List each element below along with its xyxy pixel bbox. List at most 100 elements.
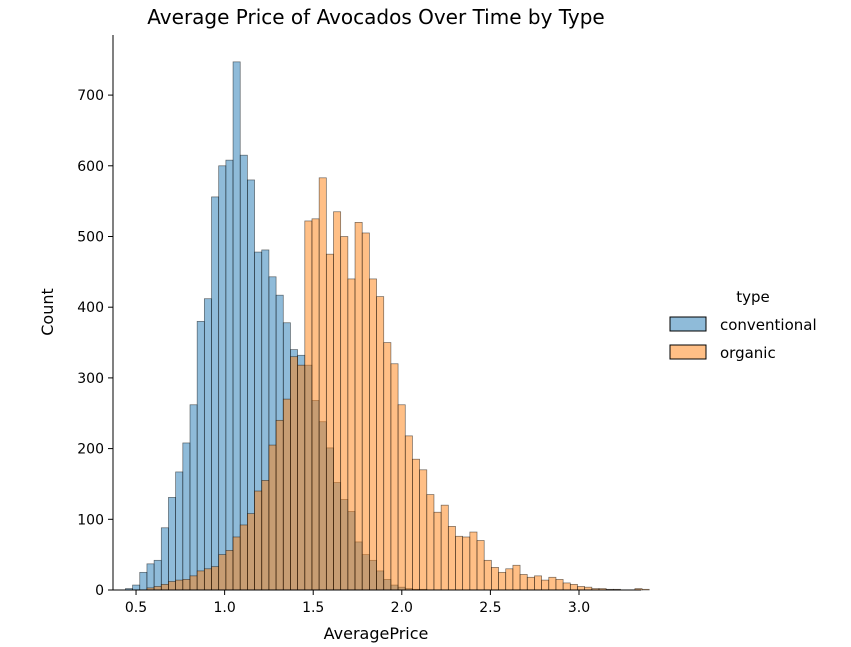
bar-conventional-3 xyxy=(146,563,155,591)
y-tick-label: 400 xyxy=(77,300,104,316)
bar-conventional-1 xyxy=(132,584,141,591)
bar-organic-37 xyxy=(390,363,399,591)
bar-organic-6 xyxy=(168,581,176,591)
y-tick-label: 600 xyxy=(77,159,104,175)
bar-organic-39 xyxy=(404,435,413,591)
x-tick-label: 2.0 xyxy=(391,600,413,616)
bar-organic-47 xyxy=(462,536,471,591)
bar-organic-49 xyxy=(476,540,485,591)
bar-organic-11 xyxy=(203,568,212,591)
y-tick-label: 200 xyxy=(77,442,104,458)
bar-organic-54 xyxy=(512,564,521,591)
bar-organic-20 xyxy=(268,444,277,591)
bar-organic-48 xyxy=(469,531,478,591)
x-axis-ticks: 0.5 1.0 1.5 2.0 2.5 3.0 xyxy=(125,590,590,616)
bar-conventional-7 xyxy=(175,471,184,591)
bar-organic-19 xyxy=(261,480,270,591)
x-tick-label: 0.5 xyxy=(125,600,147,616)
bar-organic-42 xyxy=(426,494,435,591)
x-tick-label: 3.0 xyxy=(568,600,590,616)
bar-organic-34 xyxy=(369,278,377,591)
bar-organic-25 xyxy=(304,220,313,591)
x-tick-label: 2.5 xyxy=(479,600,501,616)
bar-organic-50 xyxy=(483,559,492,591)
bar-organic-53 xyxy=(505,568,514,591)
legend-swatch-conventional xyxy=(669,316,707,332)
bar-conventional-2 xyxy=(139,571,148,591)
bar-conventional-4 xyxy=(153,559,162,591)
bar-organic-18 xyxy=(254,490,263,591)
bar-conventional-9 xyxy=(189,404,198,591)
bar-organic-4 xyxy=(153,586,162,591)
bar-organic-14 xyxy=(225,550,234,591)
bar-conventional-5 xyxy=(160,527,169,591)
bar-organic-5 xyxy=(160,583,169,591)
bar-organic-8 xyxy=(182,579,191,591)
bar-organic-21 xyxy=(275,419,284,591)
bar-organic-7 xyxy=(175,579,184,591)
bar-organic-46 xyxy=(455,535,464,591)
x-tick-label: 1.5 xyxy=(302,600,324,616)
bar-organic-43 xyxy=(433,511,442,591)
bar-organic-38 xyxy=(397,404,406,591)
bar-organic-55 xyxy=(519,574,528,591)
bar-conventional-10 xyxy=(196,320,205,591)
bar-organic-28 xyxy=(325,253,334,591)
bar-organic-31 xyxy=(347,278,356,591)
bar-conventional-15 xyxy=(232,61,241,591)
bar-organic-40 xyxy=(412,458,420,591)
x-axis-label: AveragePrice xyxy=(324,624,429,643)
bar-organic-33 xyxy=(361,232,370,591)
bar-conventional-8 xyxy=(182,442,191,591)
bar-organic-52 xyxy=(498,571,507,591)
y-tick-label: 700 xyxy=(77,88,104,104)
bar-organic-62 xyxy=(569,583,578,591)
bar-organic-41 xyxy=(419,469,428,591)
bar-organic-13 xyxy=(218,554,227,591)
bar-organic-44 xyxy=(440,504,449,591)
bar-organic-36 xyxy=(383,342,392,591)
bar-organic-24 xyxy=(297,364,306,591)
legend-title: type xyxy=(736,288,770,306)
bar-organic-23 xyxy=(290,356,298,591)
legend: type conventional organic xyxy=(669,288,817,362)
bar-organic-22 xyxy=(282,398,291,591)
legend-swatch-organic xyxy=(669,344,707,360)
chart-title: Average Price of Avocados Over Time by T… xyxy=(147,5,604,29)
bar-organic-61 xyxy=(562,582,571,591)
bar-organic-56 xyxy=(526,576,535,591)
bar-conventional-14 xyxy=(225,159,234,591)
bar-organic-26 xyxy=(311,218,320,591)
bar-organic-16 xyxy=(239,524,248,591)
bar-organic-30 xyxy=(340,236,349,591)
bar-organic-10 xyxy=(196,570,205,591)
y-tick-label: 100 xyxy=(77,512,104,528)
legend-label-conventional: conventional xyxy=(720,316,817,334)
bar-conventional-6 xyxy=(168,497,176,591)
y-tick-label: 0 xyxy=(95,583,104,599)
bar-organic-17 xyxy=(247,513,255,591)
bar-organic-57 xyxy=(534,575,542,591)
y-tick-label: 500 xyxy=(77,229,104,245)
bar-organic-45 xyxy=(447,526,456,591)
legend-label-organic: organic xyxy=(720,344,776,362)
bar-organic-35 xyxy=(376,296,385,591)
y-axis-ticks: 0 100 200 300 400 500 600 700 xyxy=(77,88,113,599)
bar-organic-51 xyxy=(491,567,499,591)
bar-organic-9 xyxy=(189,575,198,591)
x-tick-label: 1.0 xyxy=(213,600,235,616)
bar-conventional-13 xyxy=(218,165,227,591)
bar-organic-32 xyxy=(354,222,363,591)
bar-organic-29 xyxy=(333,211,342,591)
bar-organic-12 xyxy=(211,566,220,591)
bar-conventional-11 xyxy=(203,298,212,591)
bar-organic-60 xyxy=(555,579,564,591)
y-axis-label: Count xyxy=(38,288,57,336)
bar-organic-72 xyxy=(641,588,650,591)
bar-organic-63 xyxy=(577,586,586,591)
bar-organic-59 xyxy=(548,576,557,591)
bar-organic-58 xyxy=(541,579,550,591)
bar-organic-15 xyxy=(232,536,241,591)
y-tick-label: 300 xyxy=(77,371,104,387)
